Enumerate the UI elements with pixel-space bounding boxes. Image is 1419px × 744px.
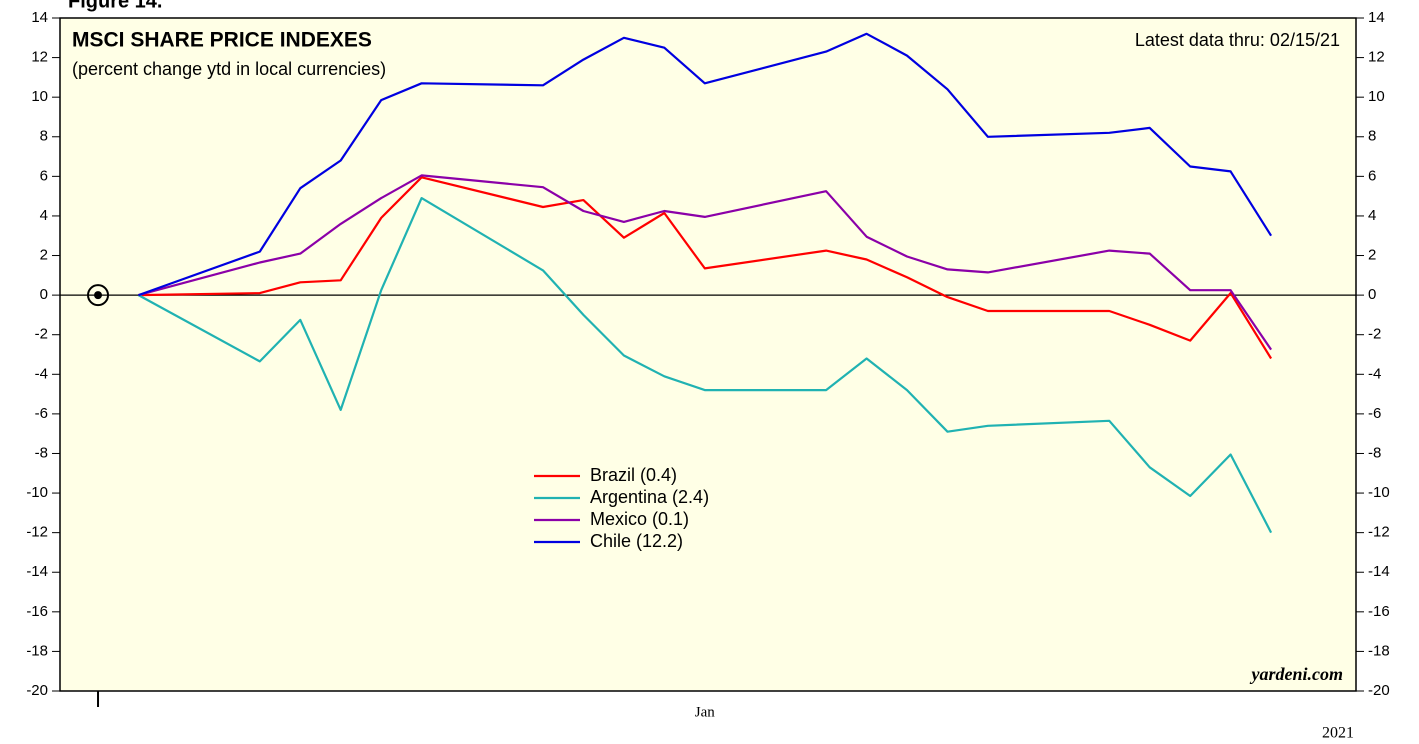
series-line <box>138 32 1273 297</box>
legend-label: Argentina (2.4) <box>590 487 709 507</box>
x-tick-label: Jan <box>695 704 715 720</box>
source: yardeni.com <box>1250 664 1344 684</box>
y-tick-label: 6 <box>40 167 48 184</box>
chart-subtitle: (percent change ytd in local currencies) <box>72 59 386 79</box>
y2-tick-label: -14 <box>1368 563 1390 580</box>
y-tick-label: -18 <box>26 642 48 659</box>
y2-tick-label: 10 <box>1368 88 1385 105</box>
y2-tick-label: -12 <box>1368 524 1390 541</box>
y-tick-label: 8 <box>40 128 48 145</box>
y2-tick-label: 8 <box>1368 128 1376 145</box>
y-tick-label: -2 <box>35 326 48 343</box>
annotation: Latest data thru: 02/15/21 <box>1135 30 1340 50</box>
y2-tick-label: -6 <box>1368 405 1381 422</box>
y2-tick-label: 2 <box>1368 246 1376 263</box>
y-tick-label: -16 <box>26 603 48 620</box>
y-tick-label: 10 <box>31 88 48 105</box>
y2-tick-label: 0 <box>1368 286 1376 303</box>
y2-tick-label: 12 <box>1368 49 1385 66</box>
base-marker <box>87 284 110 307</box>
y-tick-label: -14 <box>26 563 48 580</box>
series-line <box>138 174 1273 351</box>
plot-area <box>59 17 1357 692</box>
legend-label: Chile (12.2) <box>590 531 683 551</box>
y-tick-label: 0 <box>40 286 48 303</box>
figure-label: Figure 14. <box>68 0 162 12</box>
y2-tick-label: -10 <box>1368 484 1390 501</box>
legend-label: Mexico (0.1) <box>590 509 689 529</box>
y2-tick-label: -18 <box>1368 642 1390 659</box>
legend-label: Brazil (0.4) <box>590 465 677 485</box>
base-marker-dot <box>94 291 103 300</box>
y2-tick-label: -16 <box>1368 603 1390 620</box>
y-tick-label: -8 <box>35 444 48 461</box>
y-tick-label: -20 <box>26 682 48 699</box>
y2-tick-label: 6 <box>1368 167 1376 184</box>
y-tick-label: -6 <box>35 405 48 422</box>
y2-tick-label: 14 <box>1368 9 1385 26</box>
y-tick-label: 2 <box>40 246 48 263</box>
y-tick-label: 12 <box>31 49 48 66</box>
y2-tick-label: 4 <box>1368 207 1376 224</box>
y-tick-label: 14 <box>31 9 48 26</box>
y2-tick-label: -4 <box>1368 365 1381 382</box>
y-tick-label: -12 <box>26 524 48 541</box>
y-tick-label: -10 <box>26 484 48 501</box>
series-line <box>138 176 1273 360</box>
x-axis-label: 2021 <box>1322 725 1354 742</box>
y-tick-label: -4 <box>35 365 48 382</box>
chart-title: MSCI SHARE PRICE INDEXES <box>72 29 372 52</box>
y2-tick-label: -8 <box>1368 444 1381 461</box>
y-tick-label: 4 <box>40 207 48 224</box>
y2-tick-label: -2 <box>1368 326 1381 343</box>
y2-tick-label: -20 <box>1368 682 1390 699</box>
series-line <box>137 197 1273 534</box>
